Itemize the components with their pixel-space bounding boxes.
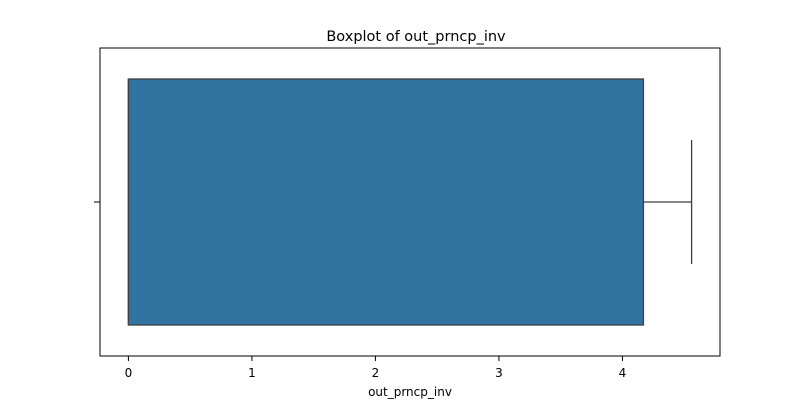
x-tick-label: 4 [619, 366, 627, 380]
x-tick-label: 2 [372, 366, 380, 380]
x-axis-label: out_prncp_inv [368, 385, 452, 399]
box-iqr [127, 78, 645, 326]
boxplot-marks [127, 78, 693, 326]
chart-title: Boxplot of out_prncp_inv [326, 29, 506, 45]
x-tick-label: 0 [125, 366, 133, 380]
x-tick-label: 1 [248, 366, 256, 380]
x-axis: 0 1 2 3 4 [125, 356, 627, 380]
x-tick-label: 3 [495, 366, 503, 380]
